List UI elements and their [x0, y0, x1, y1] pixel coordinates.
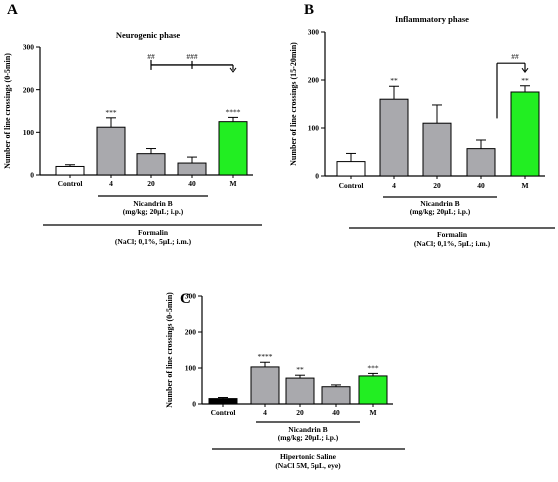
panel-b-x-tick-label-1: 4 — [392, 181, 396, 190]
panel-a-group1-sublabel: (mg/kg; 20µL; i.p.) — [123, 207, 184, 216]
panel-b-y-tick-label-1: 100 — [308, 124, 320, 133]
panel-a-x-tick-label-4: M — [229, 179, 236, 188]
panel-a-y-tick-label-3: 300 — [23, 43, 35, 52]
panel-c-y-tick-label-3: 300 — [185, 292, 197, 301]
panel-a-group1-label: Nicandrin B — [133, 199, 172, 208]
panel-b-bar-4 — [510, 91, 540, 177]
panel-c-bar-4 — [358, 375, 388, 405]
panel-b-group1-label: Nicandrin B — [420, 199, 459, 208]
panel-c-bar-3 — [321, 386, 351, 405]
panel-c-x-tick-label-1: 4 — [263, 408, 267, 417]
panel-c-bar-1 — [250, 366, 280, 405]
panel-c-significance-4: *** — [367, 363, 379, 372]
panel-c-x-tick-label-0: Control — [211, 408, 236, 417]
panel-a-bar-2 — [136, 153, 166, 176]
panel-b-letter: B — [304, 2, 314, 18]
panel-b-y-axis-label: Number of line crossings (15-20min) — [289, 42, 298, 166]
panel-c-x-tick-label-3: 40 — [332, 408, 340, 417]
panel-a-group2-label: Formalin — [138, 228, 169, 237]
panel-c-x-tick-label-2: 20 — [296, 408, 304, 417]
panel-b-significance-1: ** — [390, 76, 398, 85]
panel-b-bar-2 — [422, 122, 452, 177]
panel-c-y-axis-label: Number of line crossings (0-5min) — [165, 292, 174, 408]
panel-b-x-tick-label-2: 20 — [433, 181, 441, 190]
panel-c-group2-sublabel: (NaCl 5M, 5µL, eye) — [275, 461, 341, 470]
panel-b-bar-3 — [466, 148, 496, 177]
panel-c-significance-1: **** — [258, 352, 273, 361]
panel-b-significance-4: ** — [521, 76, 529, 85]
panel-b-group2-label: Formalin — [437, 230, 468, 239]
panel-a-bar-0 — [55, 165, 85, 176]
panel-c-y-tick-label-1: 100 — [185, 364, 197, 373]
panel-b-y-tick-label-0: 0 — [315, 172, 319, 181]
panel-a-letter: A — [7, 2, 18, 18]
panel-c-group1-label: Nicandrin B — [288, 425, 327, 434]
panel-a-group2-sublabel: (NaCl; 0,1%, 5µL; i.m.) — [115, 237, 192, 246]
panel-b-group2-sublabel: (NaCl; 0,1%, 5µL; i.m.) — [414, 239, 491, 248]
panel-c-significance-2: ** — [296, 365, 304, 374]
panel-b-x-tick-label-3: 40 — [477, 181, 485, 190]
panel-b-bar-1 — [379, 98, 409, 177]
panel-c-y-tick-label-2: 200 — [185, 328, 197, 337]
panel-b-y-tick-label-2: 200 — [308, 76, 320, 85]
panel-b-title: Inflammatory phase — [395, 14, 469, 24]
panel-a-bar-1 — [96, 126, 126, 176]
panel-b-x-tick-label-0: Control — [339, 181, 364, 190]
panel-c-group2-label: Hipertonic Saline — [280, 452, 337, 461]
panel-a-x-tick-label-0: Control — [58, 179, 83, 188]
panel-c-y-tick-label-0: 0 — [192, 400, 196, 409]
panel-c-bar-0 — [208, 398, 238, 405]
panel-a-bracket-0-label-0: ## — [147, 52, 155, 61]
panel-a-x-tick-label-3: 40 — [188, 179, 196, 188]
panel-a-title: Neurogenic phase — [116, 30, 181, 40]
panel-a-significance-1: *** — [105, 108, 117, 117]
panel-a-bar-3 — [177, 162, 207, 176]
panel-a-x-tick-label-1: 4 — [109, 179, 113, 188]
panel-b-bracket-0-arrow — [521, 67, 529, 74]
panel-b-bracket-0-label-0: ## — [511, 52, 519, 61]
panel-a-bracket-0-label-1: ### — [186, 52, 198, 61]
panel-a-y-tick-label-0: 0 — [30, 171, 34, 180]
panel-a-y-tick-label-1: 100 — [23, 128, 35, 137]
panel-b-bar-0 — [336, 161, 366, 177]
panel-a-x-tick-label-2: 20 — [147, 179, 155, 188]
panel-a-bar-4 — [218, 121, 248, 176]
panel-a-y-tick-label-2: 200 — [23, 85, 35, 94]
panel-c-letter: C — [180, 291, 191, 307]
panel-a-significance-4: **** — [226, 107, 241, 116]
panel-c-group1-sublabel: (mg/kg; 20µL; i.p.) — [278, 433, 339, 442]
panel-a-y-axis-label: Number of line crossings (0-5min) — [3, 53, 12, 169]
panel-a-bracket-0-arrow — [229, 67, 237, 73]
panel-c-x-tick-label-4: M — [369, 408, 376, 417]
panel-b-y-tick-label-3: 300 — [308, 28, 320, 37]
panel-c-bar-2 — [285, 377, 315, 405]
panel-b-group1-sublabel: (mg/kg; 20µL; i.p.) — [410, 207, 471, 216]
panel-b-x-tick-label-4: M — [521, 181, 528, 190]
